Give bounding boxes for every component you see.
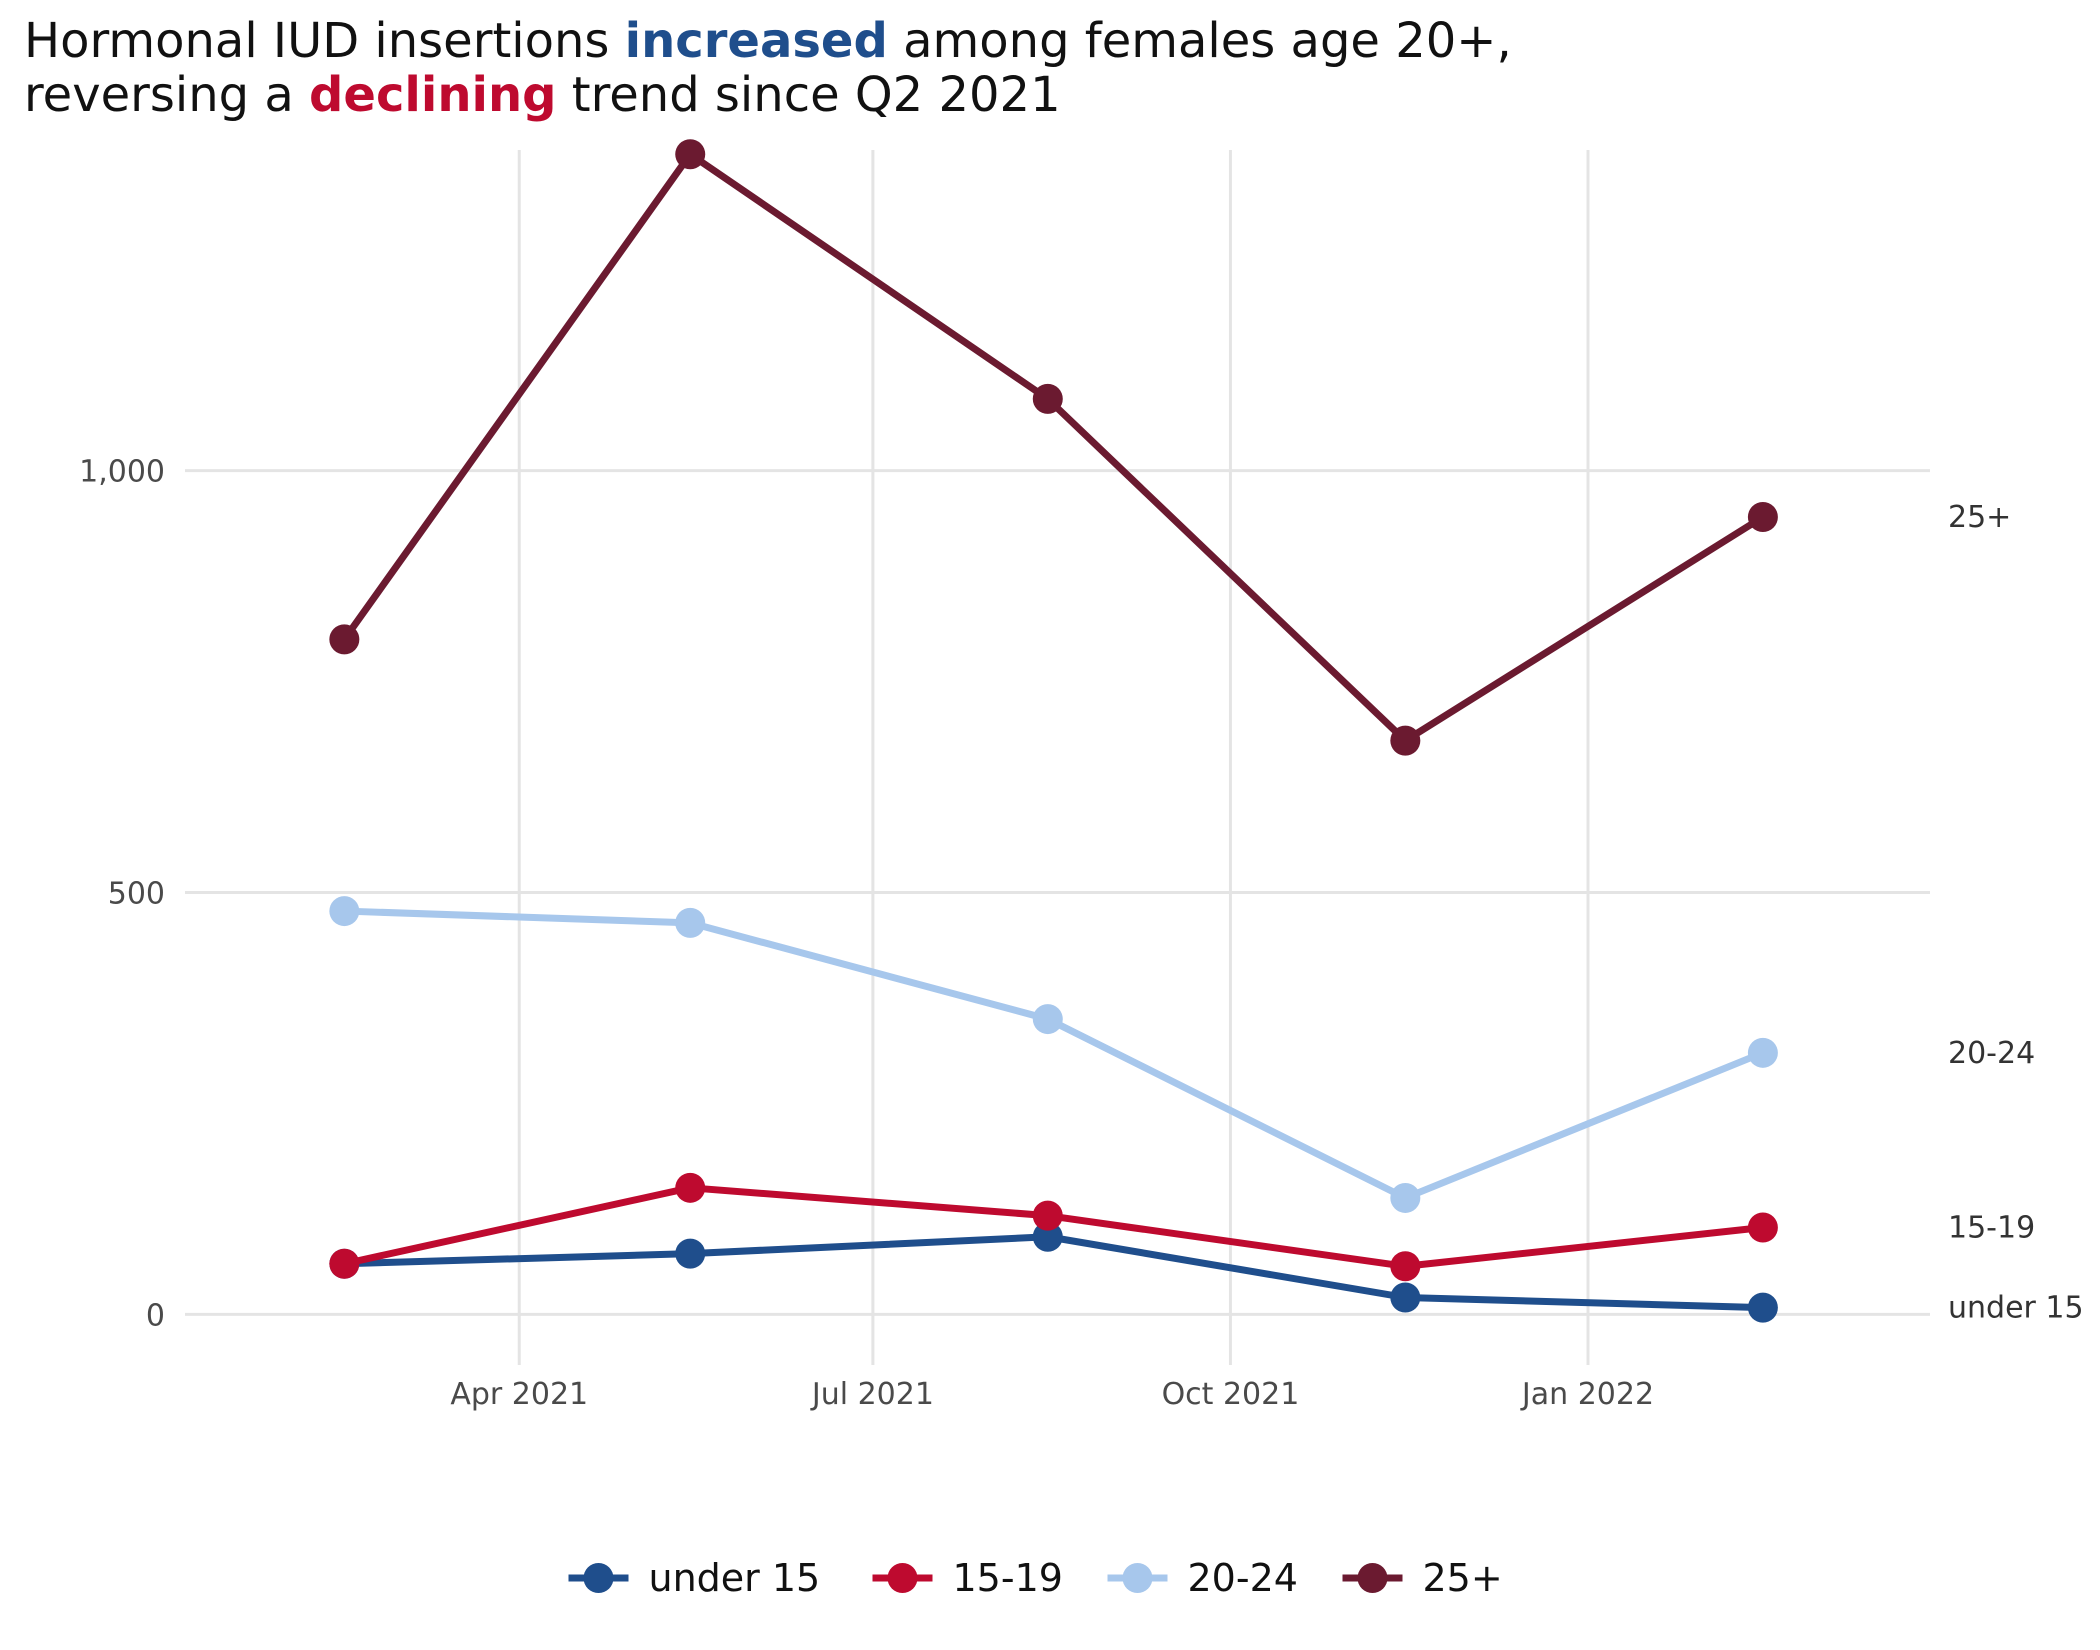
y-tick-label: 1,000 [79,455,165,490]
y-tick-label: 500 [108,877,165,912]
legend-label: 15-19 [953,1556,1063,1600]
series-line [340,907,1767,1202]
legend-label: 25+ [1423,1556,1503,1600]
data-point [1390,1182,1421,1213]
data-point [1390,725,1421,756]
grid-lines [185,150,1930,1365]
data-point [1032,1004,1063,1035]
data-point [329,624,360,655]
y-tick-label: 0 [146,1298,165,1333]
legend-key-marker [1357,1563,1388,1593]
x-tick-label: Jan 2022 [1520,1377,1654,1412]
series-end-label: 25+ [1948,500,2011,535]
series-end-label: under 15 [1948,1291,2084,1326]
data-point [675,1238,706,1269]
series-group [329,139,1778,1323]
legend-label: 20-24 [1188,1556,1298,1600]
series-end-label: 15-19 [1948,1210,2035,1245]
title-highlight-declining: declining [309,67,557,123]
x-axis: Apr 2021 Jul 2021 Oct 2021 Jan 2022 [450,1377,1654,1412]
data-point [1747,1037,1778,1068]
legend-key-marker [1122,1563,1153,1593]
legend-label: under 15 [649,1556,821,1600]
title-highlight-increased: increased [624,13,888,69]
data-point [675,139,706,170]
data-point [675,1172,706,1203]
data-point [1747,1212,1778,1243]
data-point [1032,1221,1063,1252]
series-end-label: 20-24 [1948,1036,2035,1071]
series-line [340,150,1767,745]
data-point [1747,502,1778,533]
data-point [1032,383,1063,414]
data-point [675,907,706,938]
data-point [1747,1292,1778,1323]
data-point [329,896,360,927]
data-point [1390,1251,1421,1282]
legend: under 15 15-19 20-24 25+ [568,1556,1503,1600]
data-point [1032,1200,1063,1231]
x-tick-label: Oct 2021 [1162,1377,1300,1412]
data-point [1390,1282,1421,1313]
title-line-1: Hormonal IUD insertions increased among … [24,13,1512,69]
title-line-2: reversing a declining trend since Q2 202… [24,67,1061,123]
legend-key-marker [583,1563,614,1593]
x-tick-label: Jul 2021 [810,1377,934,1412]
end-labels: under 15 15-19 20-24 25+ [1948,500,2084,1326]
legend-key-marker [887,1563,918,1593]
chart-title: Hormonal IUD insertions increased among … [24,14,1512,122]
y-axis: 0 500 1,000 [79,455,165,1334]
data-point [329,1248,360,1279]
x-tick-label: Apr 2021 [450,1377,588,1412]
